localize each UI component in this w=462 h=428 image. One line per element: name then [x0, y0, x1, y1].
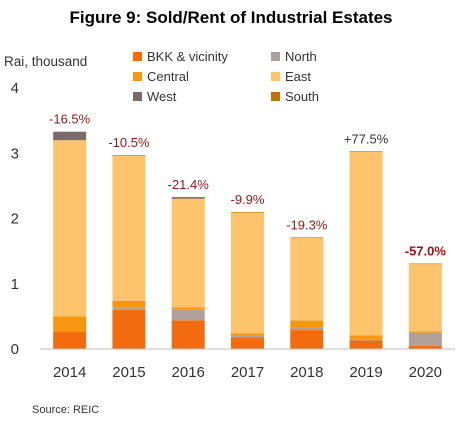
y-tick-label: 0: [11, 341, 19, 358]
legend-label: South: [285, 89, 319, 104]
legend-label: BKK & vicinity: [147, 49, 228, 64]
bar-segment-east: [408, 264, 442, 332]
bar-segment-east: [349, 151, 383, 336]
bar-segment-north: [290, 327, 324, 331]
bar-segment-central: [112, 300, 146, 308]
bar-segment-central: [231, 333, 264, 336]
y-tick-label: 1: [11, 276, 19, 293]
x-tick-label: 2015: [112, 364, 145, 381]
y-tick-label: 4: [11, 80, 19, 97]
x-tick-label: 2020: [409, 364, 442, 381]
bar-segment-bkk-vicinity: [408, 345, 442, 349]
bar-segment-west: [53, 131, 87, 141]
bar-segment-south: [231, 211, 264, 213]
growth-annotation: -21.4%: [168, 177, 210, 192]
growth-annotation: +77.5%: [344, 131, 389, 146]
chart-title: Figure 9: Sold/Rent of Industrial Estate…: [69, 8, 393, 27]
bar-segment-east: [171, 198, 205, 308]
y-tick-label: 3: [11, 145, 19, 162]
bar-segment-south: [112, 155, 146, 156]
bar-segment-east: [53, 140, 87, 317]
legend-swatch: [133, 92, 142, 101]
legend-swatch: [271, 52, 280, 61]
growth-annotation: -16.5%: [49, 112, 91, 127]
bar-segment-south: [349, 151, 383, 152]
bar-segment-central: [171, 307, 205, 310]
y-axis-unit-label: Rai, thousand: [4, 54, 87, 69]
growth-annotation: -9.9%: [231, 192, 265, 207]
growth-annotation: -10.5%: [108, 135, 150, 150]
bar-segment-bkk-vicinity: [171, 320, 205, 349]
bar-segment-central: [408, 331, 442, 333]
x-tick-label: 2016: [172, 364, 205, 381]
x-tick-label: 2017: [231, 364, 264, 381]
bar-segment-south: [290, 237, 324, 239]
source-note: Source: REIC: [32, 404, 100, 416]
x-tick-label: 2014: [53, 364, 86, 381]
bar-segment-bkk-vicinity: [231, 337, 264, 349]
legend-swatch: [133, 52, 142, 61]
bar-segment-south: [408, 263, 442, 265]
bar-segment-east: [290, 238, 324, 321]
bar-segment-central: [290, 320, 324, 328]
bar-segment-south: [171, 196, 205, 199]
bar-segment-north: [231, 335, 264, 338]
bar-segment-central: [349, 335, 383, 340]
bar-segment-north: [171, 309, 205, 321]
legend-swatch: [271, 72, 280, 81]
bar-segment-north: [408, 332, 442, 346]
legend-swatch: [271, 92, 280, 101]
bar-segment-bkk-vicinity: [290, 330, 324, 349]
legend-label: Central: [147, 69, 189, 84]
growth-annotation: -19.3%: [286, 217, 328, 232]
x-tick-label: 2019: [349, 364, 382, 381]
bar-segment-east: [112, 155, 146, 301]
bar-segment-bkk-vicinity: [112, 309, 146, 349]
y-tick-label: 2: [11, 211, 19, 228]
bar-segment-west: [171, 198, 205, 199]
legend-label: East: [285, 69, 311, 84]
bar-segment-north: [349, 339, 383, 341]
legend-label: West: [147, 89, 177, 104]
x-tick-label: 2018: [290, 364, 323, 381]
bar-segment-north: [112, 307, 146, 310]
bar-segment-east: [231, 212, 264, 334]
growth-annotation: -57.0%: [405, 244, 447, 259]
bar-segment-bkk-vicinity: [53, 332, 87, 349]
legend-swatch: [133, 72, 142, 81]
legend-label: North: [285, 49, 317, 64]
bar-segment-central: [53, 316, 87, 333]
bar-segment-bkk-vicinity: [349, 340, 383, 349]
